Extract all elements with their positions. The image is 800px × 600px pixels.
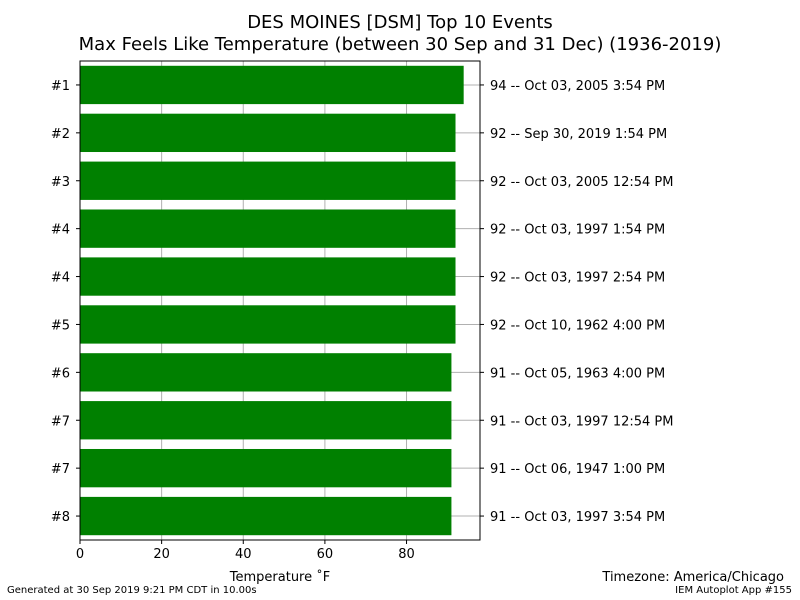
axis-ticks: 0 20 40 60 80 #1 94 -- Oct 03, 2005 3:54 PM #2 9…	[51, 79, 674, 562]
event-label: 91 -- Oct 03, 1997 12:54 PM	[490, 414, 673, 429]
footer-generated: Generated at 30 Sep 2019 9:21 PM CDT in …	[7, 585, 257, 596]
event-label: 91 -- Oct 03, 1997 3:54 PM	[490, 510, 665, 525]
footer-timezone: Timezone: America/Chicago	[602, 570, 784, 585]
x-axis-label: Temperature ˚F	[229, 569, 330, 585]
event-label: 91 -- Oct 06, 1947 1:00 PM	[490, 462, 665, 477]
event-label: 92 -- Sep 30, 2019 1:54 PM	[490, 127, 667, 142]
bar	[80, 65, 464, 105]
y-tick-label: #2	[51, 127, 70, 142]
chart-title-line1: DES MOINES [DSM] Top 10 Events	[247, 12, 553, 33]
footer-app: IEM Autoplot App #155	[675, 585, 792, 596]
x-tick-label: 40	[235, 547, 252, 562]
event-label: 92 -- Oct 03, 2005 12:54 PM	[490, 175, 673, 190]
chart-title-line2: Max Feels Like Temperature (between 30 S…	[79, 34, 722, 55]
event-label: 94 -- Oct 03, 2005 3:54 PM	[490, 79, 665, 94]
bar	[80, 353, 452, 392]
bar	[80, 401, 452, 440]
x-tick-label: 60	[317, 547, 334, 562]
y-tick-label: #7	[51, 414, 70, 429]
event-label: 92 -- Oct 10, 1962 4:00 PM	[490, 318, 665, 333]
bar	[80, 113, 456, 153]
bar	[80, 257, 456, 296]
bar	[80, 496, 452, 536]
event-label: 92 -- Oct 03, 1997 1:54 PM	[490, 223, 665, 238]
y-tick-label: #4	[51, 223, 70, 238]
event-label: 92 -- Oct 03, 1997 2:54 PM	[490, 271, 665, 286]
event-label: 91 -- Oct 05, 1963 4:00 PM	[490, 366, 665, 381]
x-tick-label: 0	[76, 547, 84, 562]
x-tick-label: 20	[153, 547, 170, 562]
y-tick-label: #5	[51, 318, 70, 333]
y-tick-label: #6	[51, 366, 70, 381]
bar	[80, 305, 456, 344]
bars	[80, 65, 464, 536]
y-tick-label: #4	[51, 271, 70, 286]
y-tick-label: #7	[51, 462, 70, 477]
x-tick-label: 80	[398, 547, 415, 562]
bar	[80, 209, 456, 248]
y-tick-label: #3	[51, 175, 70, 190]
bar	[80, 448, 452, 488]
bar	[80, 161, 456, 200]
y-tick-label: #1	[51, 79, 70, 94]
y-tick-label: #8	[51, 510, 70, 525]
plot-frame	[79, 60, 481, 541]
chart-titles: DES MOINES [DSM] Top 10 Events Max Feels…	[79, 12, 722, 55]
